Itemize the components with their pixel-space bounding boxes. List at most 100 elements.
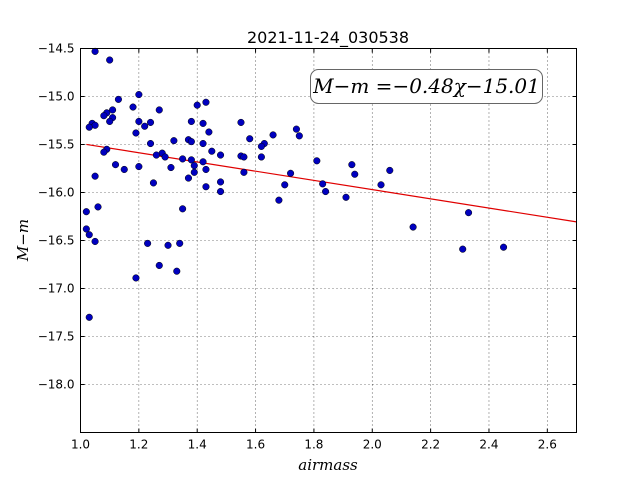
data-points xyxy=(82,47,508,321)
data-point xyxy=(100,148,108,156)
x-tick-label: 1.4 xyxy=(188,438,207,452)
data-point xyxy=(82,225,90,233)
x-tick-label: 1.8 xyxy=(304,438,323,452)
data-point xyxy=(377,181,385,189)
x-tick-label: 2.4 xyxy=(479,438,498,452)
data-point xyxy=(82,208,90,216)
data-point xyxy=(179,205,187,213)
plot-frame xyxy=(80,48,577,433)
data-point xyxy=(109,106,117,114)
data-point xyxy=(141,122,149,130)
data-point xyxy=(292,125,300,133)
x-tick-label: 2.0 xyxy=(363,438,382,452)
data-point xyxy=(146,118,155,126)
data-point xyxy=(106,117,114,126)
data-point xyxy=(216,178,225,186)
data-point xyxy=(216,151,225,159)
data-point xyxy=(500,243,508,251)
data-point xyxy=(135,91,143,99)
data-point xyxy=(106,56,114,64)
data-point xyxy=(342,193,350,201)
data-point xyxy=(386,166,394,174)
y-tick-label: −16.0 xyxy=(38,186,75,200)
data-point xyxy=(199,139,207,148)
y-tick-label: −18.0 xyxy=(38,378,75,392)
data-point xyxy=(91,172,99,180)
data-point xyxy=(85,313,93,321)
data-point xyxy=(199,158,207,166)
x-tick-label: 1.2 xyxy=(129,438,148,452)
data-point xyxy=(155,106,163,114)
data-point xyxy=(164,241,172,249)
x-tick-label: 2.2 xyxy=(421,438,440,452)
data-point xyxy=(281,181,289,189)
data-point xyxy=(205,128,213,136)
annotation-box xyxy=(310,69,543,104)
data-point xyxy=(459,245,467,253)
data-point xyxy=(202,183,210,191)
data-point xyxy=(287,169,295,177)
axis-ticks: 1.0 1.2 1.4 1.6 1.8 2.0 2.2 2.4 2.6 −14.5 −15.0 −15… xyxy=(38,42,577,452)
data-point xyxy=(149,179,157,187)
data-point xyxy=(257,153,265,161)
data-point xyxy=(275,196,283,204)
data-point xyxy=(135,117,143,126)
data-point xyxy=(240,153,248,161)
data-point xyxy=(184,174,193,182)
data-point xyxy=(216,187,225,196)
data-point xyxy=(94,203,102,211)
data-point xyxy=(132,274,140,282)
data-point xyxy=(132,129,140,137)
data-point xyxy=(91,47,99,55)
y-tick-label: −17.0 xyxy=(38,282,75,296)
data-point xyxy=(161,153,169,161)
data-point xyxy=(187,156,195,164)
data-point xyxy=(319,180,327,188)
data-point xyxy=(190,168,198,176)
data-point xyxy=(85,231,93,239)
y-tick-label: −17.5 xyxy=(38,330,75,344)
data-point xyxy=(129,103,137,111)
data-point xyxy=(155,261,163,270)
data-point xyxy=(114,95,122,103)
data-point xyxy=(348,161,356,169)
y-axis-label: M−m xyxy=(14,219,32,262)
y-tick-label: −14.5 xyxy=(38,42,75,56)
x-axis-label: airmass xyxy=(298,456,358,474)
data-point xyxy=(295,132,303,140)
y-tick-label: −16.5 xyxy=(38,234,75,248)
data-point xyxy=(322,187,330,196)
data-point xyxy=(152,151,160,159)
data-point xyxy=(269,131,277,139)
y-tick-label: −15.5 xyxy=(38,138,75,152)
data-point xyxy=(111,161,120,169)
data-point xyxy=(237,118,245,126)
data-point xyxy=(257,142,265,150)
x-tick-label: 1.0 xyxy=(71,438,90,452)
data-point xyxy=(240,168,248,176)
data-point xyxy=(409,223,417,231)
data-point xyxy=(167,163,175,172)
data-point xyxy=(120,165,128,174)
data-point xyxy=(190,162,198,170)
data-point xyxy=(202,98,210,106)
x-tick-label: 1.6 xyxy=(246,438,265,452)
chart-title: 2021-11-24_030538 xyxy=(247,28,409,48)
x-tick-label: 2.6 xyxy=(538,438,557,452)
data-point xyxy=(91,237,99,246)
data-point xyxy=(135,163,143,171)
data-point xyxy=(173,267,181,275)
data-point xyxy=(179,155,187,163)
annotation-text: M−m =−0.48χ−15.01 xyxy=(312,74,540,98)
data-point xyxy=(176,239,184,247)
data-point xyxy=(208,147,216,155)
y-tick-label: −15.0 xyxy=(38,90,75,104)
data-point xyxy=(313,157,321,165)
data-point xyxy=(146,139,155,148)
data-point xyxy=(202,165,210,174)
data-point xyxy=(144,239,152,247)
data-point xyxy=(170,137,178,145)
fit-annotation: M−m =−0.48χ−15.01 xyxy=(310,69,543,104)
data-point xyxy=(187,117,195,126)
data-point xyxy=(193,101,201,109)
